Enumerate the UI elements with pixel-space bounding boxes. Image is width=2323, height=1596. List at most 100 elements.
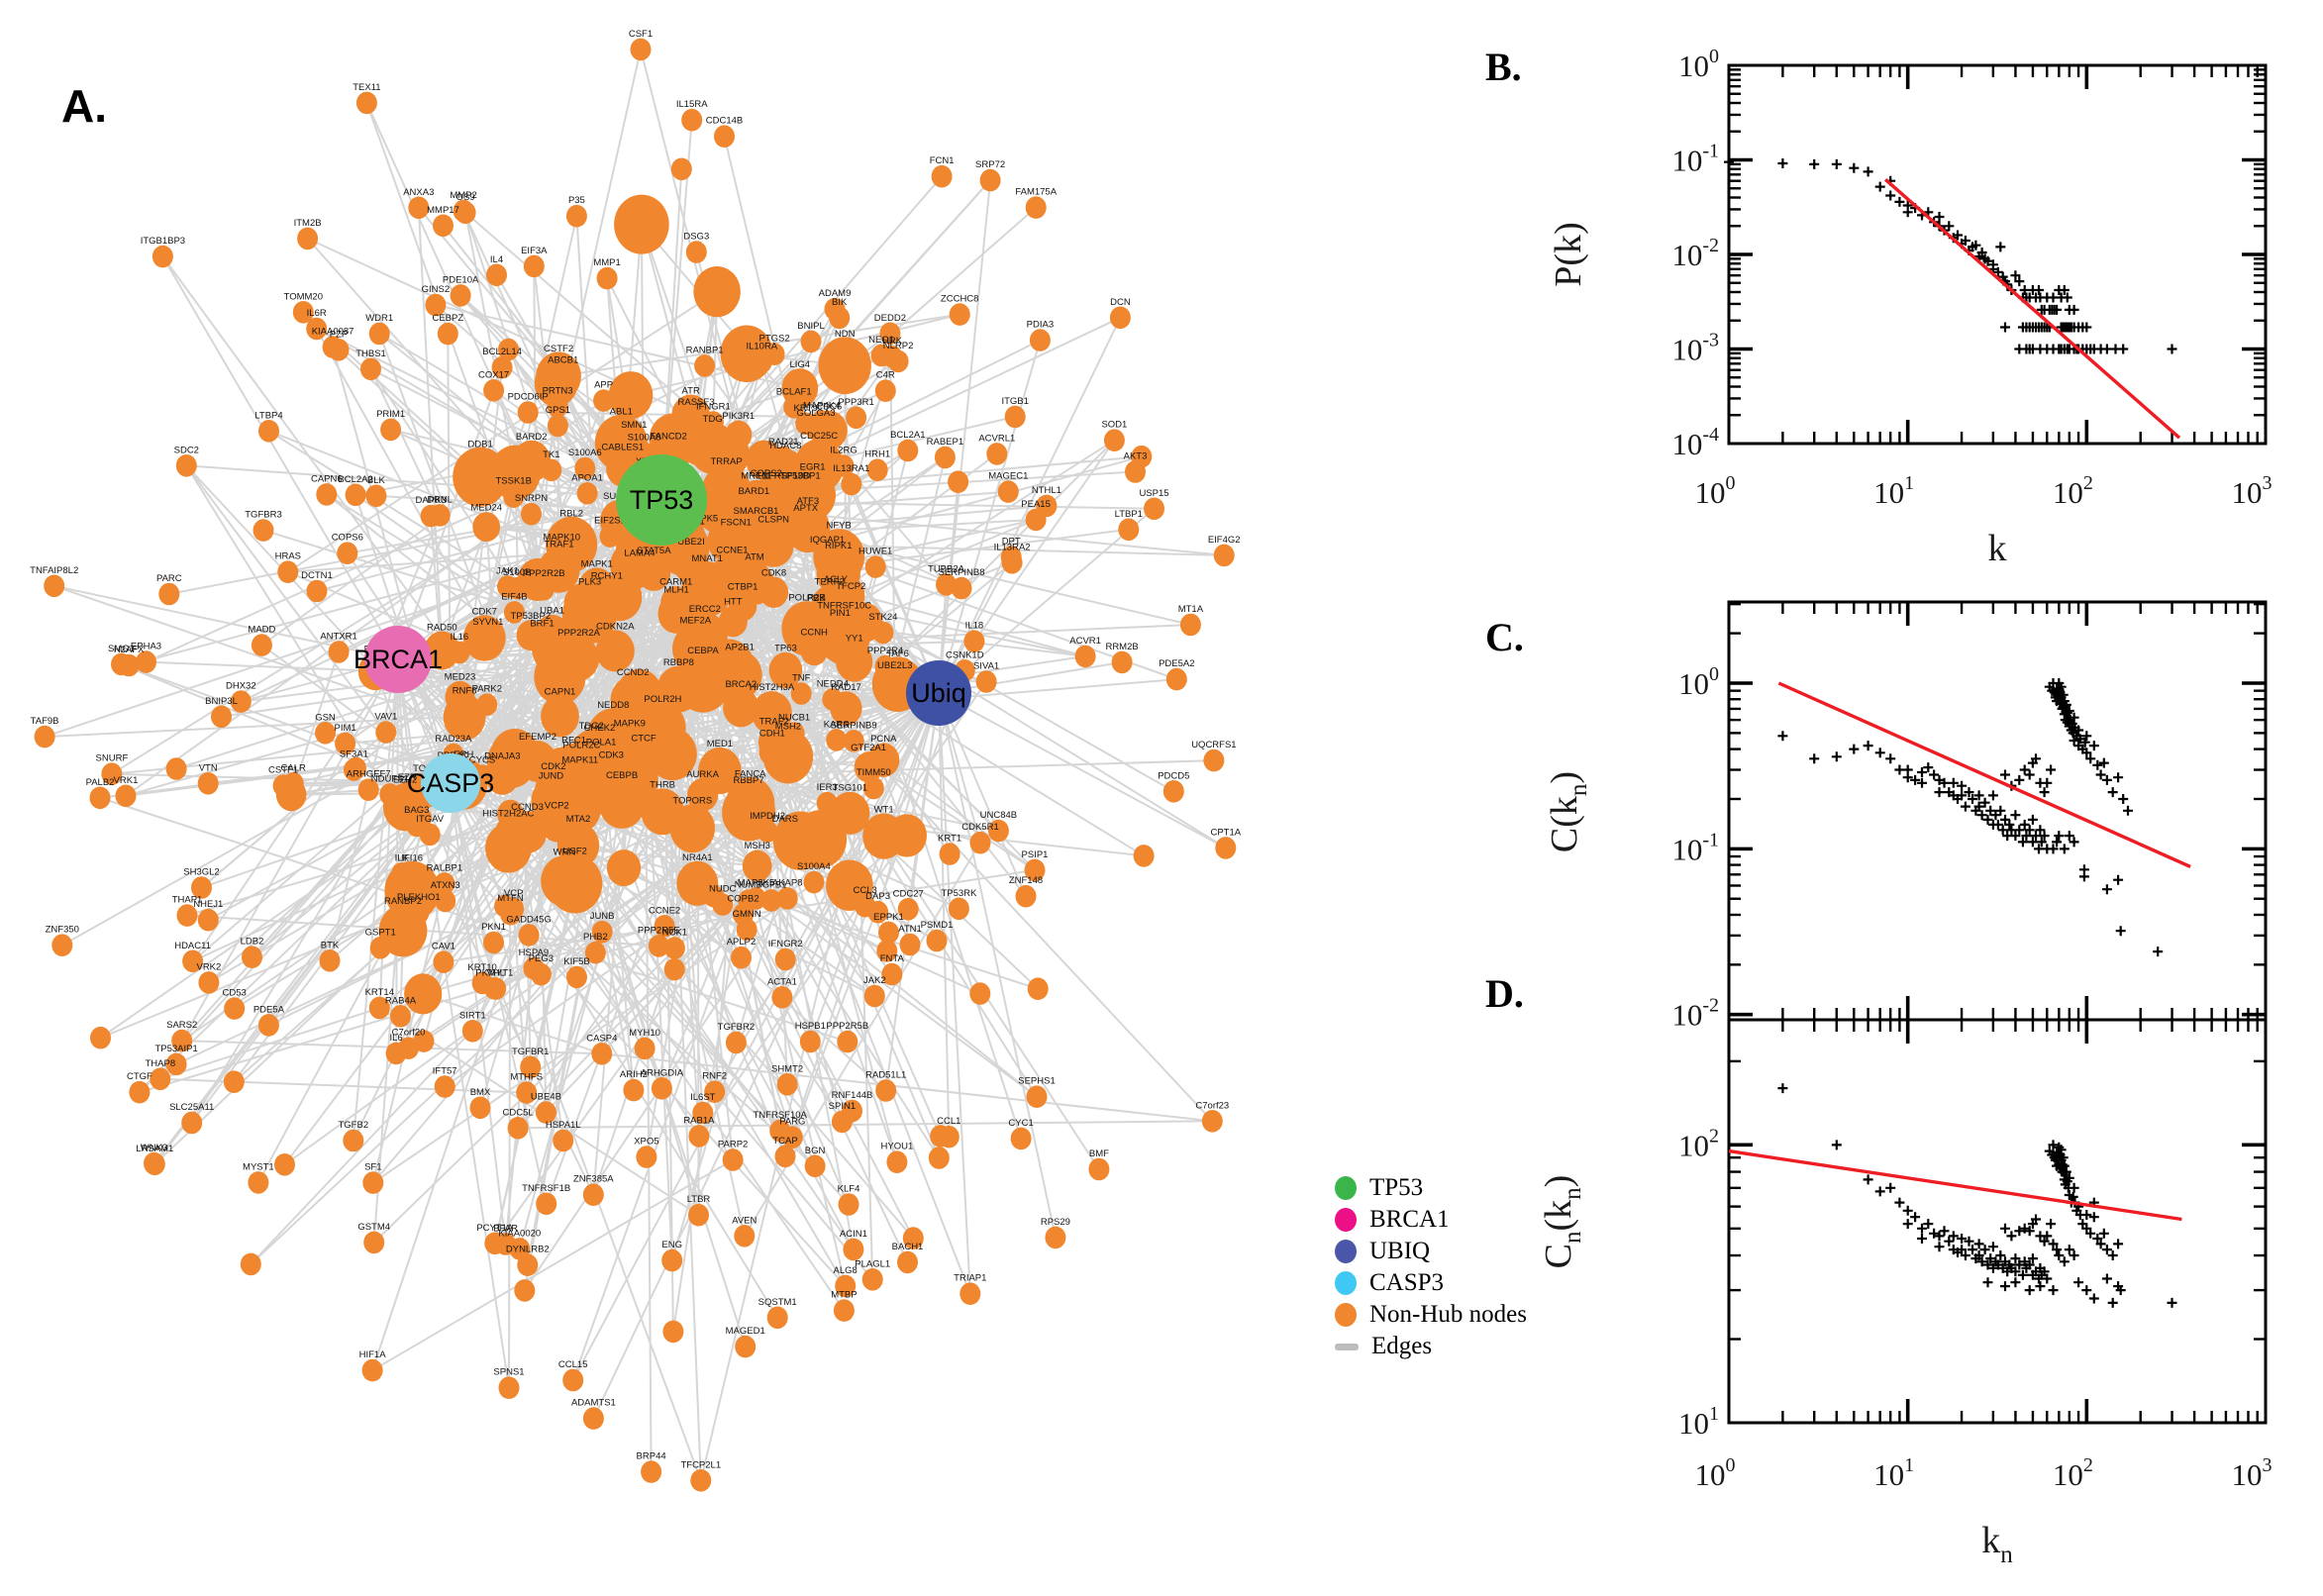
node-label: CPT1A xyxy=(1210,827,1241,838)
node-label: ATM xyxy=(745,552,763,563)
node-swatch-icon xyxy=(1335,1208,1357,1232)
non-hub-node xyxy=(818,609,870,665)
node-label: SPIN1 xyxy=(829,1101,856,1112)
non-hub-node xyxy=(355,91,377,115)
non-hub-node xyxy=(969,982,991,1005)
node-label: PPP2R2A xyxy=(557,628,600,639)
non-hub-node xyxy=(630,38,652,61)
legend-item: TP53 xyxy=(1335,1172,1527,1204)
node-label: TGFBR2 xyxy=(718,1022,755,1033)
non-hub-node xyxy=(837,1030,858,1053)
node-label: NTHL1 xyxy=(1032,485,1061,496)
non-hub-node xyxy=(884,669,906,693)
node-label: ACLY xyxy=(824,574,849,585)
non-hub-node xyxy=(433,950,454,973)
node-label: PHB2 xyxy=(583,932,608,943)
non-hub-node xyxy=(688,1203,709,1227)
node-label: AURKA xyxy=(686,769,719,780)
node-label: HSPA1L xyxy=(546,1120,581,1131)
non-hub-node xyxy=(1131,445,1153,468)
node-label: EZH2 xyxy=(393,775,417,786)
panel-d-plot: 102 101 100 101 102 103 kn Cn(kn) xyxy=(1538,1018,2272,1568)
data-points xyxy=(1777,1083,2177,1308)
node-label: EIF4B xyxy=(501,591,527,602)
non-hub-node xyxy=(385,1042,407,1065)
node-label: BMF xyxy=(1089,1148,1109,1159)
edge xyxy=(99,796,849,1044)
node-label: MRE11 xyxy=(741,470,771,481)
node-label: RALBP1 xyxy=(427,862,462,873)
node-label: EIF3A xyxy=(521,246,548,256)
node-label: CASP4 xyxy=(586,1033,617,1044)
edge xyxy=(420,817,816,1167)
non-hub-node xyxy=(1165,667,1187,691)
node-label: POLA1 xyxy=(586,737,617,748)
node-label: CHEK2 xyxy=(584,723,616,734)
non-hub-node xyxy=(368,996,390,1020)
edge xyxy=(181,565,876,1042)
node-label: FAM175A xyxy=(1015,187,1057,198)
non-hub-node xyxy=(497,799,524,829)
non-hub-node xyxy=(306,579,328,603)
non-hub-node xyxy=(503,601,525,624)
node-label: CCL1 xyxy=(937,1116,960,1127)
node-label: MAGED1 xyxy=(726,1326,765,1337)
scatter-markers xyxy=(1724,156,2177,354)
non-hub-node xyxy=(129,1080,151,1104)
non-hub-node xyxy=(223,1070,245,1093)
non-hub-node xyxy=(90,1026,111,1049)
node-label: ZNF385A xyxy=(573,1174,614,1185)
node-label: IER3 xyxy=(817,782,838,793)
node-label: PARP2 xyxy=(718,1140,748,1150)
non-hub-node xyxy=(986,443,1008,465)
node-label: TP63 xyxy=(774,644,797,654)
non-hub-node xyxy=(899,933,921,956)
non-hub-node xyxy=(541,458,562,482)
non-hub-node xyxy=(609,695,647,736)
y-tick-label: 101 xyxy=(1678,1403,1719,1441)
node-label: IFNGR2 xyxy=(768,939,803,949)
non-hub-node xyxy=(433,214,454,238)
edge xyxy=(417,207,444,651)
hub-label-tp53: TP53 xyxy=(630,485,694,515)
non-hub-node xyxy=(1201,1110,1223,1133)
node-label: TNFRSF1B xyxy=(522,1183,570,1194)
node-label: JAK1 xyxy=(496,565,519,576)
non-hub-node xyxy=(445,680,475,714)
non-hub-node xyxy=(595,630,635,672)
non-hub-node xyxy=(535,1101,556,1124)
node-label: IQGAP1 xyxy=(810,535,845,546)
node-label: TP53BP2 xyxy=(510,611,551,622)
edge xyxy=(640,49,740,436)
node-label: PPP2R2B xyxy=(523,568,565,579)
node-label: APOA1 xyxy=(571,472,603,483)
non-hub-node xyxy=(662,1320,684,1344)
edge xyxy=(251,817,423,958)
x-axis-label: k xyxy=(1988,528,2007,569)
non-hub-node xyxy=(1004,405,1026,429)
non-hub-node xyxy=(251,634,272,656)
node-label: RBL2 xyxy=(559,509,583,520)
non-hub-node xyxy=(551,542,572,564)
non-hub-node xyxy=(420,504,442,528)
non-hub-node xyxy=(242,946,262,968)
node-label: PKN1 xyxy=(481,922,506,933)
node-label: IL6R xyxy=(307,308,327,319)
non-hub-node xyxy=(461,1020,483,1043)
non-hub-node xyxy=(89,786,111,810)
node-label: LTBP1 xyxy=(1115,509,1143,520)
node-label: TRAF2 xyxy=(759,716,789,727)
node-label: IL6ST xyxy=(690,1092,716,1103)
node-label: PCNA xyxy=(870,734,897,745)
node-label: H2AFX xyxy=(114,645,145,655)
non-hub-node xyxy=(449,641,470,664)
non-hub-node xyxy=(408,901,430,925)
node-label: UQCRFS1 xyxy=(1191,740,1236,750)
non-hub-node xyxy=(594,414,648,472)
node-label: PDE5A xyxy=(253,1004,285,1015)
edge xyxy=(287,551,562,573)
data-points xyxy=(1777,678,2164,957)
node-label: PTGS2 xyxy=(759,334,790,345)
node-label: SMN1 xyxy=(621,420,647,431)
